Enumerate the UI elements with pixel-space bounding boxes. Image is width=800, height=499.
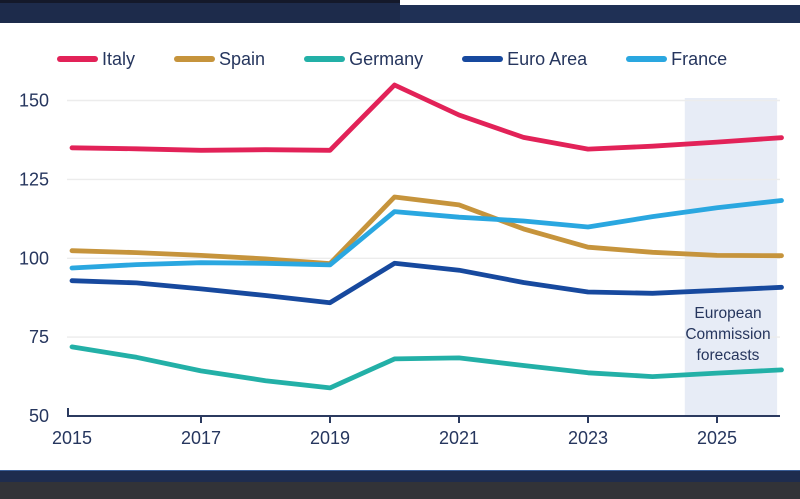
y-tick-label-125: 125 [19, 169, 49, 189]
legend: Italy Spain Germany Euro Area France [57, 48, 727, 70]
legend-item-germany: Germany [304, 50, 423, 68]
legend-label-euro-area: Euro Area [507, 49, 588, 69]
legend-label-spain: Spain [219, 49, 266, 69]
y-tick-label-150: 150 [19, 91, 49, 111]
y-tick-label-100: 100 [19, 248, 49, 268]
legend-item-italy: Italy [57, 50, 135, 68]
legend-label-germany: Germany [349, 49, 424, 69]
series-line-france [69, 198, 784, 271]
x-tick-label-2025: 2025 [697, 428, 737, 448]
x-tick-label-2019: 2019 [310, 428, 350, 448]
x-tick-label-2021: 2021 [439, 428, 479, 448]
series-line-spain [69, 194, 784, 267]
series-line-euro-area [69, 260, 784, 306]
legend-swatch-spain [174, 56, 216, 62]
legend-item-spain: Spain [174, 50, 265, 68]
legend-item-euro-area: Euro Area [462, 50, 587, 68]
bottom-navy-bar [0, 470, 800, 482]
legend-swatch-italy [57, 56, 98, 62]
legend-label-italy: Italy [102, 49, 136, 69]
bottom-charcoal-strip [0, 482, 800, 499]
top-navy-bar-left-segment [0, 0, 400, 23]
forecast-label-line-3: forecasts [697, 347, 760, 364]
legend-swatch-germany [304, 56, 346, 62]
legend-label-france: France [671, 49, 728, 69]
legend-item-france: France [626, 50, 727, 68]
y-tick-label-50: 50 [29, 406, 49, 426]
series-line-germany [69, 344, 784, 391]
x-tick-label-2017: 2017 [181, 428, 221, 448]
y-tick-label-75: 75 [29, 327, 49, 347]
forecast-label-line-1: European [694, 305, 761, 322]
x-tick-label-2023: 2023 [568, 428, 608, 448]
legend-swatch-france [626, 56, 668, 62]
series-line-italy [69, 82, 784, 153]
forecast-label-line-2: Commission [685, 326, 770, 343]
x-tick-label-2015: 2015 [52, 428, 92, 448]
legend-swatch-euro-area [462, 56, 504, 62]
